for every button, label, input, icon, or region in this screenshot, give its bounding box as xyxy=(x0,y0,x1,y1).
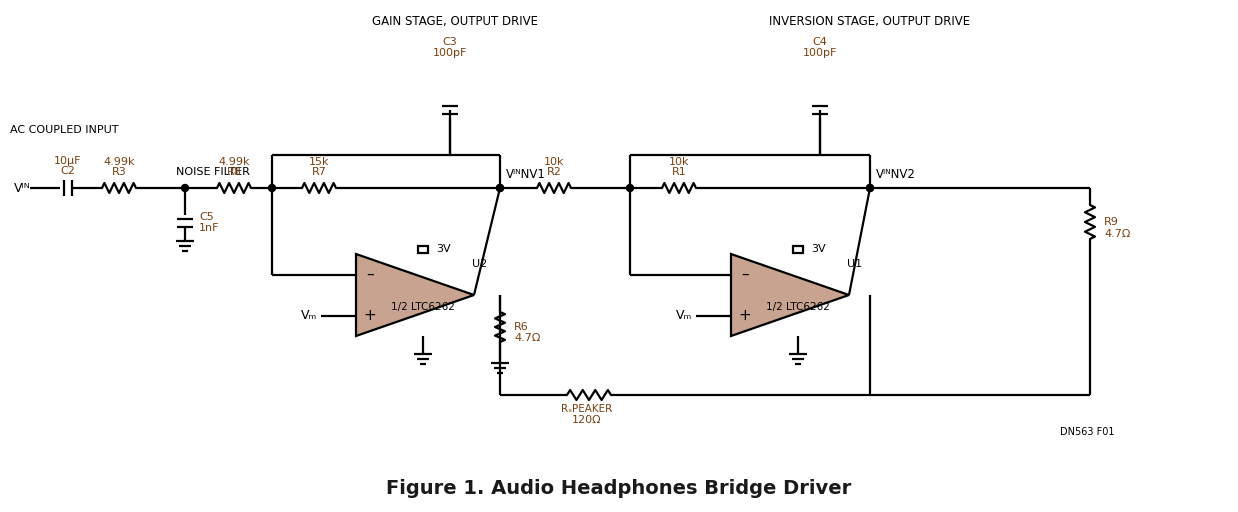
Circle shape xyxy=(626,184,634,191)
Text: INVERSION STAGE, OUTPUT DRIVE: INVERSION STAGE, OUTPUT DRIVE xyxy=(770,15,971,29)
Text: +: + xyxy=(739,308,751,323)
Circle shape xyxy=(496,184,504,191)
Text: 3V: 3V xyxy=(436,245,451,254)
Text: Vₘ: Vₘ xyxy=(301,309,317,322)
Text: C5: C5 xyxy=(199,212,214,222)
Text: 120Ω: 120Ω xyxy=(572,415,602,425)
Text: 4.7Ω: 4.7Ω xyxy=(514,333,540,343)
Text: 10k: 10k xyxy=(669,157,690,167)
Text: VᴵᴺNV2: VᴵᴺNV2 xyxy=(877,167,916,181)
Text: 1nF: 1nF xyxy=(199,223,219,233)
Text: R1: R1 xyxy=(672,167,686,177)
Text: NOISE FILTER: NOISE FILTER xyxy=(176,167,250,177)
Text: C2: C2 xyxy=(61,166,76,176)
FancyBboxPatch shape xyxy=(418,246,428,253)
Text: VᴵᴺNV1: VᴵᴺNV1 xyxy=(506,167,546,181)
Text: 10μF: 10μF xyxy=(54,156,82,166)
Text: R7: R7 xyxy=(312,167,327,177)
Text: DN563 F01: DN563 F01 xyxy=(1061,427,1115,437)
Text: –: – xyxy=(742,267,749,282)
Text: C4: C4 xyxy=(812,37,827,47)
Text: Vₘ: Vₘ xyxy=(676,309,692,322)
Text: R8: R8 xyxy=(227,167,241,177)
Text: Vᴵᴺ: Vᴵᴺ xyxy=(14,181,30,195)
Text: U2: U2 xyxy=(472,259,488,269)
Text: 4.7Ω: 4.7Ω xyxy=(1104,229,1130,239)
Text: –: – xyxy=(366,267,374,282)
Text: 100pF: 100pF xyxy=(433,48,467,58)
Circle shape xyxy=(867,184,874,191)
Text: 4.99k: 4.99k xyxy=(218,157,250,167)
FancyBboxPatch shape xyxy=(794,246,803,253)
Text: AC COUPLED INPUT: AC COUPLED INPUT xyxy=(10,125,119,135)
Text: 15k: 15k xyxy=(308,157,329,167)
Circle shape xyxy=(496,184,504,191)
Text: R9: R9 xyxy=(1104,217,1119,227)
Text: 1/2 LTC6262: 1/2 LTC6262 xyxy=(391,302,454,312)
Circle shape xyxy=(182,184,188,191)
Text: Figure 1. Audio Headphones Bridge Driver: Figure 1. Audio Headphones Bridge Driver xyxy=(386,479,852,498)
Circle shape xyxy=(269,184,276,191)
Text: 10k: 10k xyxy=(543,157,565,167)
Text: 100pF: 100pF xyxy=(802,48,837,58)
Text: C3: C3 xyxy=(443,37,457,47)
Text: GAIN STAGE, OUTPUT DRIVE: GAIN STAGE, OUTPUT DRIVE xyxy=(371,15,539,29)
Text: 3V: 3V xyxy=(811,245,826,254)
Text: 4.99k: 4.99k xyxy=(103,157,135,167)
Text: RₛPEAKER: RₛPEAKER xyxy=(561,404,613,414)
Polygon shape xyxy=(730,254,849,336)
Text: U1: U1 xyxy=(847,259,862,269)
Text: R3: R3 xyxy=(111,167,126,177)
Text: 1/2 LTC6262: 1/2 LTC6262 xyxy=(766,302,829,312)
Text: R2: R2 xyxy=(546,167,562,177)
Polygon shape xyxy=(357,254,474,336)
Text: R6: R6 xyxy=(514,322,529,332)
Circle shape xyxy=(867,184,874,191)
Text: +: + xyxy=(364,308,376,323)
